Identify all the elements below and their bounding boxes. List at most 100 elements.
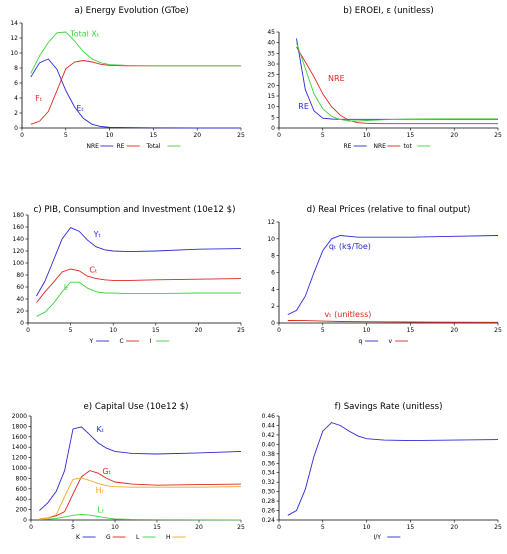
chart-c-title: c) PIB, Consumption and Investment (10e1…	[34, 205, 236, 215]
x-tick-label: 20	[195, 327, 203, 334]
y-tick-label: 0.32	[262, 479, 276, 486]
y-tick-label: 0.28	[262, 498, 276, 505]
x-tick-label: 10	[111, 524, 119, 531]
y-tick-label: 8	[271, 253, 275, 260]
y-tick-label: 45	[267, 29, 275, 36]
series-annotation: qₜ (k$/Toe)	[329, 242, 371, 251]
y-tick-label: 1600	[12, 434, 27, 441]
legend-label: RE	[344, 143, 352, 150]
x-tick-label: 0	[277, 132, 281, 139]
x-tick-label: 5	[64, 132, 68, 139]
legend-label: Total	[146, 143, 161, 150]
legend-label: G	[106, 534, 111, 541]
y-tick-label: 15	[267, 93, 275, 100]
y-tick-label: 0.26	[262, 508, 276, 515]
chart-d-title: d) Real Prices (relative to final output…	[307, 205, 471, 215]
y-tick-label: 60	[16, 284, 24, 291]
x-tick-label: 5	[71, 524, 75, 531]
y-tick-label: 30	[267, 61, 275, 68]
x-tick-label: 20	[450, 524, 458, 531]
y-tick-label: 0.42	[262, 432, 276, 439]
chart-a-axes	[21, 23, 241, 129]
y-tick-label: 1200	[12, 455, 27, 462]
x-tick-label: 5	[321, 132, 325, 139]
y-tick-label: 12	[10, 35, 18, 42]
y-tick-label: 20	[267, 82, 275, 89]
x-tick-label: 25	[237, 132, 245, 139]
y-tick-label: 400	[16, 496, 28, 503]
y-tick-label: 0	[271, 125, 275, 132]
y-tick-label: 1400	[12, 444, 27, 451]
legend-label: K	[76, 534, 81, 541]
chart-e: e) Capital Use (10e12 $) 0 5 10 15 20 25 0 200 40…	[12, 402, 245, 541]
legend-label: C	[120, 338, 124, 345]
x-tick-label: 25	[494, 327, 502, 334]
x-tick-label: 15	[407, 132, 415, 139]
legend-label: L	[136, 534, 140, 541]
x-tick-label: 15	[407, 327, 415, 334]
x-tick-label: 10	[363, 327, 371, 334]
x-tick-label: 0	[20, 132, 24, 139]
y-tick-label: 8	[14, 65, 18, 72]
legend-label: H	[166, 534, 171, 541]
series-annotation: Gₜ	[102, 467, 111, 476]
series-annotation: Kₜ	[97, 425, 105, 434]
y-tick-label: 5	[271, 114, 275, 121]
x-tick-label: 20	[195, 524, 203, 531]
y-tick-label: 14	[10, 20, 18, 27]
y-tick-label: 40	[16, 296, 24, 303]
series-annotation: Total Xₜ	[69, 30, 99, 39]
series-annotation: Fₜ	[35, 94, 42, 103]
y-tick-label: 10	[10, 50, 18, 57]
chart-b-title: b) EROEI, ε (unitless)	[343, 6, 434, 16]
chart-d: d) Real Prices (relative to final output…	[267, 205, 502, 345]
x-tick-label: 20	[450, 132, 458, 139]
y-tick-label: 0.36	[262, 460, 276, 467]
series-line-h	[39, 477, 242, 520]
legend-label: I	[150, 338, 152, 345]
series-annotation: Lₜ	[97, 506, 104, 515]
x-tick-label: 15	[153, 524, 161, 531]
series-line-nre	[30, 58, 241, 129]
chart-f: f) Savings Rate (unitless) 0 5 10 15 20 25 0.24…	[262, 402, 502, 541]
series-annotation: RE	[298, 102, 309, 111]
legend-label: NRE	[374, 143, 387, 150]
x-tick-label: 25	[237, 327, 245, 334]
y-tick-label: 0.40	[262, 441, 276, 448]
x-tick-label: 15	[152, 327, 160, 334]
y-tick-label: 80	[16, 272, 24, 279]
series-line-k	[39, 426, 242, 511]
legend-label: Y	[89, 338, 94, 345]
y-tick-label: 40	[267, 40, 275, 47]
series-annotation: NRE	[328, 74, 345, 83]
chart-c-axes	[27, 215, 241, 324]
series-line-c	[36, 268, 242, 303]
y-tick-label: 120	[13, 248, 25, 255]
series-line-i	[36, 281, 241, 317]
series-line-total	[30, 31, 241, 74]
y-tick-label: 140	[13, 236, 25, 243]
series-annotation: vₜ (unitless)	[325, 310, 372, 319]
x-tick-label: 5	[321, 524, 325, 531]
y-tick-label: 2000	[12, 413, 27, 420]
chart-a-title: a) Energy Evolution (GToe)	[74, 6, 188, 16]
y-tick-label: 12	[267, 219, 275, 226]
series-line-re	[30, 60, 241, 125]
y-tick-label: 100	[13, 260, 25, 267]
chart-e-title: e) Capital Use (10e12 $)	[83, 402, 188, 412]
x-tick-label: 25	[494, 132, 502, 139]
x-tick-label: 10	[363, 132, 371, 139]
y-tick-label: 0.34	[262, 470, 276, 477]
y-tick-label: 25	[267, 72, 275, 79]
y-tick-label: 10	[267, 104, 275, 111]
series-line-re	[296, 38, 498, 120]
legend-label: v	[389, 338, 393, 345]
y-tick-label: 160	[13, 224, 25, 231]
x-tick-label: 10	[109, 327, 117, 334]
x-tick-label: 0	[26, 327, 30, 334]
x-tick-label: 0	[277, 524, 281, 531]
series-line-q	[287, 235, 499, 316]
y-tick-label: 6	[271, 270, 275, 277]
